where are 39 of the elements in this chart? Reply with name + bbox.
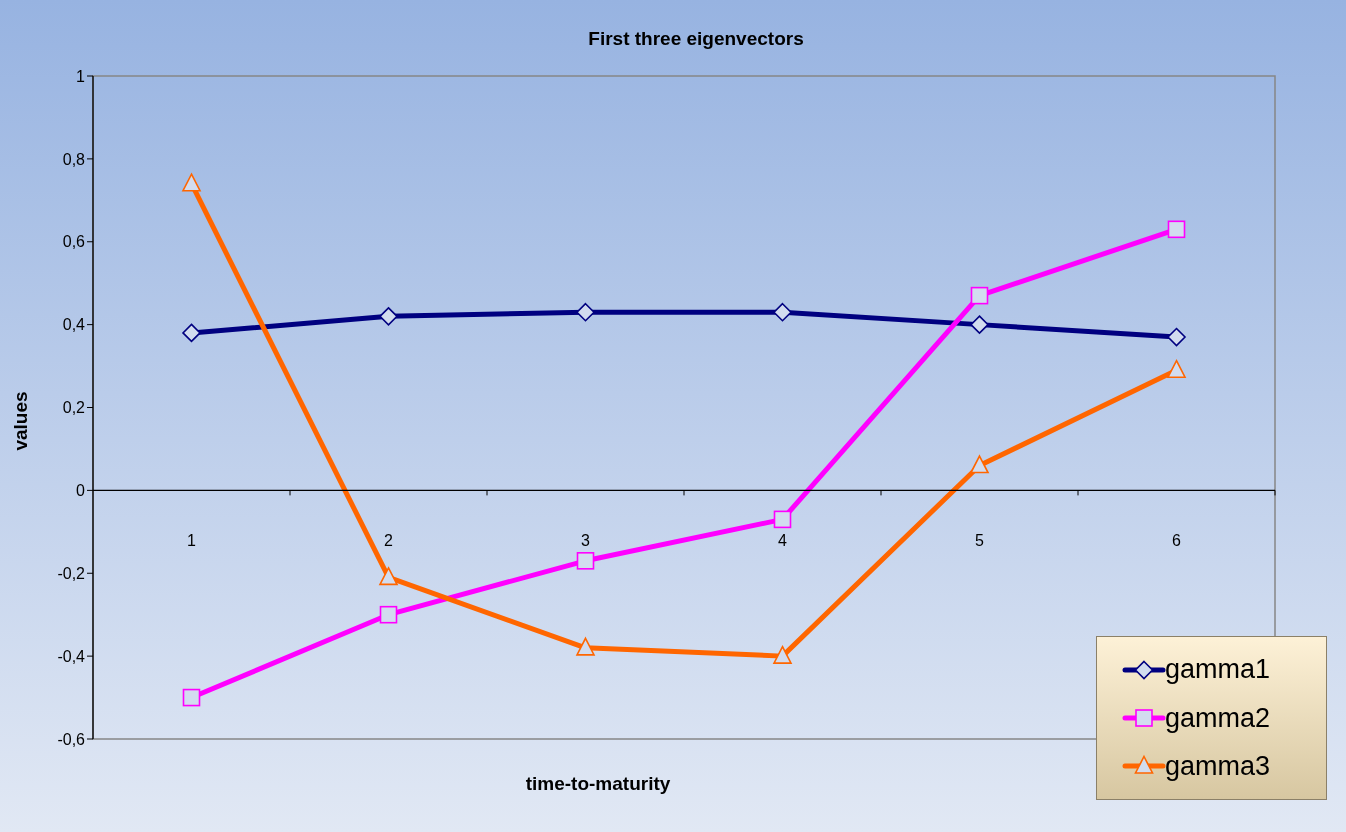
point — [1167, 220, 1186, 239]
x-axis-title: time-to-maturity — [525, 773, 671, 795]
point — [970, 286, 989, 305]
legend-label: gamma3 — [1165, 750, 1271, 782]
y-tick-label: -0,4 — [57, 647, 86, 665]
point — [576, 302, 595, 322]
point — [773, 302, 792, 322]
y-axis-title: values — [10, 391, 32, 451]
y-tick-label: -0,6 — [57, 730, 86, 748]
y-tick-label: 1 — [76, 67, 86, 85]
legend-label: gamma1 — [1165, 654, 1271, 686]
y-tick-label: 0,8 — [62, 150, 86, 168]
point — [182, 323, 201, 343]
y-tick-label: 0,4 — [62, 316, 86, 334]
point — [773, 510, 792, 529]
point — [379, 605, 398, 624]
x-tick-label: 5 — [975, 532, 985, 550]
point — [576, 637, 595, 656]
y-tick-label: 0,2 — [62, 399, 86, 417]
point — [970, 455, 989, 474]
x-tick-label: 2 — [384, 532, 394, 550]
point — [379, 307, 398, 326]
point — [773, 645, 792, 664]
point — [1167, 327, 1186, 347]
x-tick-label: 6 — [1172, 532, 1182, 550]
point — [576, 552, 595, 570]
point — [182, 173, 201, 192]
y-tick-label: 0,6 — [62, 233, 86, 251]
y-tick-label: -0,2 — [57, 564, 86, 582]
x-tick-label: 4 — [778, 532, 788, 550]
x-tick-label: 3 — [581, 532, 591, 550]
chart-title: First three eigenvectors — [587, 28, 805, 50]
point — [1167, 359, 1186, 379]
x-tick-label: 1 — [187, 532, 197, 550]
point — [182, 688, 201, 707]
legend-label: gamma2 — [1165, 702, 1271, 734]
point — [970, 315, 989, 334]
point — [379, 567, 398, 586]
y-tick-label: 0 — [76, 482, 86, 500]
